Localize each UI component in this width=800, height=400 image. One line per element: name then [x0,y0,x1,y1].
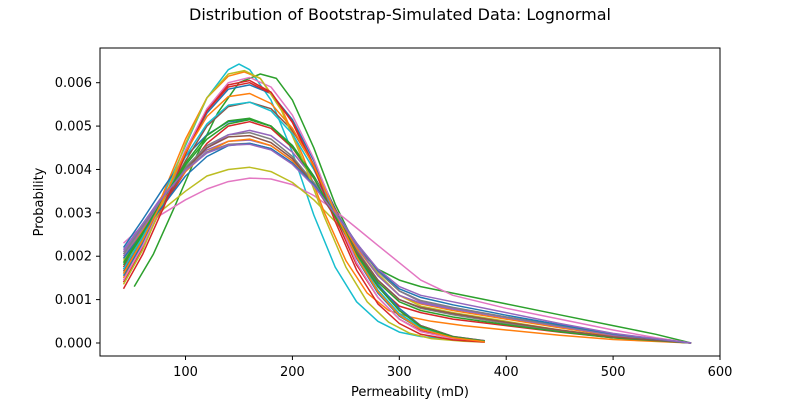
x-tick-label: 500 [601,365,626,380]
chart-title: Distribution of Bootstrap-Simulated Data… [189,5,611,24]
y-tick-label: 0.005 [55,120,92,135]
x-tick-label: 400 [494,365,519,380]
x-tick-label: 300 [387,365,412,380]
y-tick-label: 0.001 [55,293,92,308]
series-line-22 [122,79,485,343]
series-line-25 [122,143,692,344]
y-tick-label: 0.006 [55,76,92,91]
series-line-7 [122,71,692,344]
series-line-19 [122,69,485,343]
series-line-2 [133,73,692,344]
x-tick-label: 100 [173,365,198,380]
series-line-4 [122,166,692,344]
x-tick-label: 200 [280,365,305,380]
axes-frame [99,47,721,357]
series-line-24 [122,92,485,343]
y-tick-label: 0.002 [55,250,92,265]
y-tick-label: 0.004 [55,163,92,178]
y-tick-label: 0.000 [55,336,92,351]
x-tick-label: 600 [708,365,733,380]
axes-layer: 100 200 300 400 500 600 0.000 0.001 0.002 0.003 0.… [55,47,733,380]
y-axis-label: Probability [32,167,47,236]
series-layer [122,63,692,344]
y-tick-label: 0.003 [55,206,92,221]
series-line-23 [122,117,485,343]
x-axis-label: Permeability (mD) [351,385,469,400]
